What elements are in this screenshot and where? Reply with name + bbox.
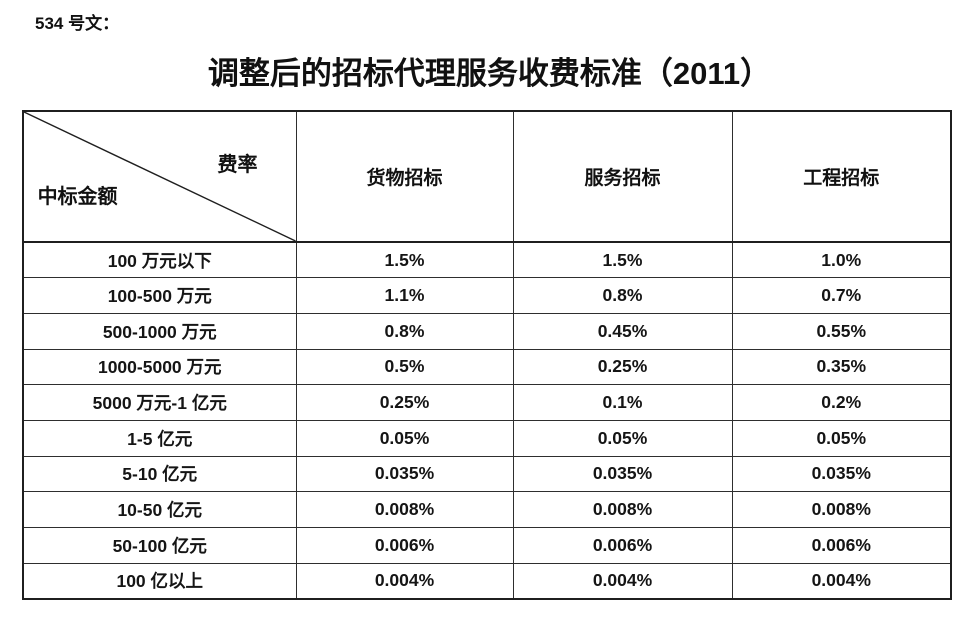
table-row: 50-100 亿元 0.006% 0.006% 0.006%	[22, 527, 952, 564]
value-cell-goods: 0.8%	[295, 312, 514, 350]
value-cell-goods: 0.25%	[295, 384, 514, 421]
header-row: 费率 中标金额 货物招标 服务招标 工程招标	[22, 110, 952, 243]
value-cell-goods: 1.5%	[295, 241, 514, 279]
value-cell-engineering: 0.004%	[731, 562, 952, 600]
corner-label-rate: 费率	[217, 154, 258, 177]
value-cell-goods: 0.008%	[295, 491, 514, 528]
value-cell-service: 0.05%	[512, 419, 733, 457]
table-row: 1-5 亿元 0.05% 0.05% 0.05%	[22, 419, 952, 457]
value-cell-goods: 0.5%	[295, 348, 514, 386]
page-title: 调整后的招标代理服务收费标准（2011）	[207, 56, 772, 91]
column-header-service-bidding: 服务招标	[512, 110, 733, 243]
table-row: 500-1000 万元 0.8% 0.45% 0.55%	[22, 312, 952, 350]
value-cell-engineering: 0.008%	[731, 491, 952, 528]
value-cell-service: 0.004%	[512, 562, 733, 600]
value-cell-engineering: 1.0%	[731, 241, 952, 279]
corner-header-cell: 费率 中标金额	[22, 110, 297, 243]
row-label-cell: 100 万元以下	[22, 241, 297, 279]
value-cell-goods: 0.035%	[295, 455, 514, 493]
value-cell-service: 0.008%	[512, 491, 733, 528]
value-cell-engineering: 0.7%	[731, 277, 952, 314]
value-cell-goods: 0.006%	[295, 527, 514, 564]
value-cell-service: 0.8%	[512, 277, 733, 314]
table-row: 10-50 亿元 0.008% 0.008% 0.008%	[22, 491, 952, 528]
row-label-cell: 100 亿以上	[22, 562, 297, 600]
value-cell-goods: 0.004%	[295, 562, 514, 600]
fee-rate-table: 费率 中标金额 货物招标 服务招标 工程招标 100 万元以下 1.5% 1.5…	[22, 110, 952, 600]
value-cell-engineering: 0.35%	[731, 348, 952, 386]
row-label-cell: 50-100 亿元	[22, 527, 297, 564]
row-label-cell: 100-500 万元	[22, 277, 297, 314]
value-cell-engineering: 0.006%	[731, 527, 952, 564]
row-label-cell: 10-50 亿元	[22, 491, 297, 528]
value-cell-engineering: 0.035%	[731, 455, 952, 493]
value-cell-engineering: 0.05%	[731, 419, 952, 457]
table-row: 5000 万元-1 亿元 0.25% 0.1% 0.2%	[22, 384, 952, 421]
table-row: 100 万元以下 1.5% 1.5% 1.0%	[22, 241, 952, 279]
diagonal-divider-line	[24, 112, 296, 241]
column-header-engineering-bidding: 工程招标	[731, 110, 952, 243]
value-cell-service: 1.5%	[512, 241, 733, 279]
value-cell-engineering: 0.55%	[731, 312, 952, 350]
row-label-cell: 5000 万元-1 亿元	[22, 384, 297, 421]
row-label-cell: 5-10 亿元	[22, 455, 297, 493]
doc-number-label: 534 号文：	[35, 14, 120, 33]
value-cell-service: 0.035%	[512, 455, 733, 493]
value-cell-service: 0.25%	[512, 348, 733, 386]
row-label-cell: 1000-5000 万元	[22, 348, 297, 386]
value-cell-engineering: 0.2%	[731, 384, 952, 421]
table-row: 5-10 亿元 0.035% 0.035% 0.035%	[22, 455, 952, 493]
value-cell-goods: 1.1%	[295, 277, 514, 314]
value-cell-service: 0.45%	[512, 312, 733, 350]
value-cell-goods: 0.05%	[295, 419, 514, 457]
value-cell-service: 0.1%	[512, 384, 733, 421]
table-row: 100 亿以上 0.004% 0.004% 0.004%	[22, 562, 952, 600]
row-label-cell: 1-5 亿元	[22, 419, 297, 457]
table-row: 100-500 万元 1.1% 0.8% 0.7%	[22, 277, 952, 314]
row-label-cell: 500-1000 万元	[22, 312, 297, 350]
value-cell-service: 0.006%	[512, 527, 733, 564]
column-header-goods-bidding: 货物招标	[295, 110, 514, 243]
table-row: 1000-5000 万元 0.5% 0.25% 0.35%	[22, 348, 952, 386]
corner-label-bid-amount: 中标金额	[37, 186, 118, 209]
